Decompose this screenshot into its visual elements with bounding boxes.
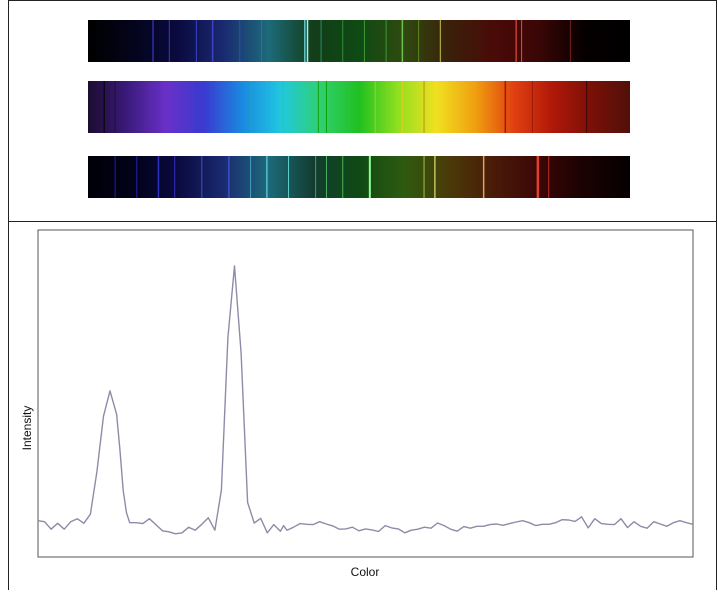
spectral-line — [157, 156, 160, 198]
spectral-line — [325, 81, 327, 133]
spectral-line — [228, 156, 230, 198]
spectral-line — [569, 20, 571, 62]
spectral-line — [114, 81, 116, 133]
spectral-line — [418, 20, 420, 62]
spectral-line — [374, 81, 376, 133]
figure-frame — [8, 0, 717, 590]
spectral-line — [434, 156, 436, 198]
spectral-line — [515, 20, 517, 62]
spectral-line — [315, 156, 317, 198]
spectral-line — [317, 81, 319, 133]
spectral-line — [521, 20, 523, 62]
spectral-line — [586, 81, 588, 133]
spectral-line — [325, 156, 327, 198]
spectral-line — [363, 20, 365, 62]
spectral-line — [504, 81, 507, 133]
spectral-line — [306, 20, 309, 62]
spectral-line — [536, 156, 540, 198]
spectral-line — [288, 156, 290, 198]
spectral-line — [168, 20, 170, 62]
spectral-line — [195, 20, 197, 62]
spectral-line — [482, 156, 485, 198]
spectral-line — [531, 81, 533, 133]
spectral-line — [211, 20, 214, 62]
spectral-line — [136, 156, 138, 198]
spectral-line — [260, 20, 262, 62]
spectral-line — [423, 156, 425, 198]
spectral-line — [368, 156, 371, 198]
continuous-spectrum-band — [88, 81, 630, 133]
spectral-line — [401, 81, 403, 133]
spectral-line — [342, 156, 344, 198]
spectral-line — [114, 156, 116, 198]
y-axis-label: Intensity — [20, 406, 34, 451]
spectral-line — [157, 81, 159, 133]
spectral-line — [401, 20, 404, 62]
spectral-line — [304, 20, 306, 62]
spectral-line — [250, 156, 252, 198]
spectral-line — [152, 20, 154, 62]
spectral-line — [548, 156, 550, 198]
section-divider — [8, 221, 717, 222]
spectral-line — [174, 156, 176, 198]
spectral-line — [282, 81, 284, 133]
spectrum-background — [88, 81, 630, 133]
absorption-spectrum-band — [88, 156, 630, 198]
spectral-line — [423, 81, 425, 133]
spectral-line — [439, 20, 441, 62]
spectral-line — [239, 20, 241, 62]
spectral-line — [320, 20, 322, 62]
spectral-line — [266, 156, 268, 198]
spectrum-background — [88, 156, 630, 198]
emission-spectrum-band — [88, 20, 630, 62]
spectral-line — [201, 156, 203, 198]
spectral-line — [103, 81, 106, 133]
spectral-line — [385, 20, 387, 62]
plot-area-border — [37, 229, 694, 558]
x-axis-label: Color — [351, 565, 380, 579]
spectral-line — [250, 81, 252, 133]
spectrum-background — [88, 20, 630, 62]
intensity-series-line — [37, 265, 694, 535]
spectral-line — [342, 20, 344, 62]
spectral-line — [195, 81, 197, 133]
